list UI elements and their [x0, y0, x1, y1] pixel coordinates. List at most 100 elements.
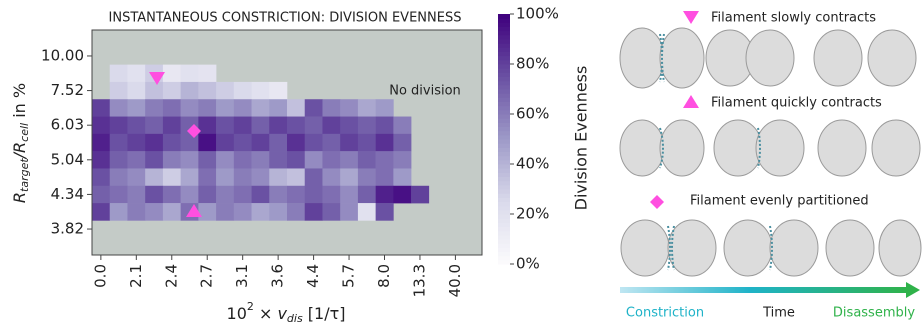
colorbar-segment — [498, 127, 510, 132]
cell — [305, 134, 323, 152]
cell — [216, 82, 234, 100]
cell — [127, 117, 145, 135]
cell — [770, 220, 818, 276]
colorbar-segment — [498, 143, 510, 148]
cell — [216, 151, 234, 169]
cell — [393, 134, 411, 152]
heatmap — [92, 30, 482, 255]
colorbar-segment — [498, 218, 510, 223]
cell — [92, 203, 110, 221]
cell — [393, 186, 411, 204]
cell — [110, 82, 128, 100]
cell — [181, 65, 199, 83]
colorbar-segment — [498, 193, 510, 198]
cell — [376, 203, 394, 221]
x-tick-label: 2.4 — [162, 264, 180, 288]
cell — [110, 65, 128, 83]
cell — [287, 168, 305, 186]
cell — [322, 168, 340, 186]
cell — [305, 186, 323, 204]
colorbar-segment — [498, 81, 510, 86]
cell — [340, 186, 358, 204]
cell — [621, 220, 669, 276]
cell — [714, 120, 762, 176]
y-tick-label: 10.00 — [41, 46, 84, 64]
colorbar-segment — [498, 102, 510, 107]
cell — [358, 203, 376, 221]
cell — [216, 117, 234, 135]
cell — [879, 220, 921, 276]
cell — [287, 151, 305, 169]
cell — [234, 99, 252, 117]
cell — [92, 168, 110, 186]
cell — [305, 151, 323, 169]
cell — [376, 168, 394, 186]
cell — [198, 82, 216, 100]
caption: Filament slowly contracts — [711, 11, 876, 26]
cell — [252, 82, 270, 100]
figure: INSTANTANEOUS CONSTRICTION: DIVISION EVE… — [0, 0, 922, 327]
cell — [252, 168, 270, 186]
colorbar-segment — [498, 43, 510, 48]
cell — [358, 117, 376, 135]
cell — [145, 99, 163, 117]
cell — [198, 203, 216, 221]
colorbar-segment — [498, 189, 510, 194]
colorbar-segment — [498, 52, 510, 57]
time-arrow — [620, 287, 908, 293]
cell — [305, 203, 323, 221]
cell — [110, 203, 128, 221]
cell — [127, 82, 145, 100]
cell — [868, 30, 916, 86]
cell — [145, 134, 163, 152]
cell — [305, 168, 323, 186]
cell — [340, 134, 358, 152]
colorbar-segment — [498, 135, 510, 140]
cell — [92, 117, 110, 135]
colorbar-segment — [498, 227, 510, 232]
colorbar-segment — [498, 152, 510, 157]
chart-title: INSTANTANEOUS CONSTRICTION: DIVISION EVE… — [109, 11, 462, 26]
cell — [376, 151, 394, 169]
cell — [358, 134, 376, 152]
colorbar-segment — [498, 122, 510, 127]
colorbar-tick-label: 100% — [516, 5, 559, 23]
y-tick-label: 4.34 — [51, 185, 84, 203]
x-axis-label: 102 × vdis [1/τ] — [227, 300, 346, 325]
cell — [127, 151, 145, 169]
x-tick-label: 3.1 — [233, 264, 251, 288]
colorbar-segment — [498, 239, 510, 244]
cell — [660, 28, 704, 88]
cell — [181, 151, 199, 169]
cell — [127, 65, 145, 83]
cell — [234, 82, 252, 100]
cell — [110, 134, 128, 152]
cell — [163, 151, 181, 169]
panel: Filament slowly contracts Filament quick… — [620, 11, 921, 321]
cell — [358, 186, 376, 204]
cell — [110, 186, 128, 204]
y-label-part: in % — [10, 83, 29, 123]
colorbar-segment — [498, 210, 510, 215]
cell — [110, 99, 128, 117]
colorbar-segment — [498, 97, 510, 102]
cell — [181, 134, 199, 152]
x-tick-label: 8.0 — [375, 264, 393, 288]
cell — [872, 120, 920, 176]
x-tick-label: 4.4 — [304, 264, 322, 288]
colorbar-segment — [498, 222, 510, 227]
caption: Filament quickly contracts — [711, 96, 882, 111]
cell — [198, 99, 216, 117]
colorbar-segment — [498, 131, 510, 136]
colorbar-tick-label: 80% — [516, 55, 549, 73]
x-label-part: 2 — [247, 300, 254, 313]
y-axis-label: Rtarget/Rcell in % — [10, 83, 32, 203]
colorbar-segment — [498, 72, 510, 77]
cell — [269, 82, 287, 100]
colorbar-segment — [498, 39, 510, 44]
cell — [145, 151, 163, 169]
cell — [163, 168, 181, 186]
y-label-part: R — [10, 192, 29, 203]
colorbar-segment — [498, 118, 510, 123]
cell — [660, 120, 704, 176]
